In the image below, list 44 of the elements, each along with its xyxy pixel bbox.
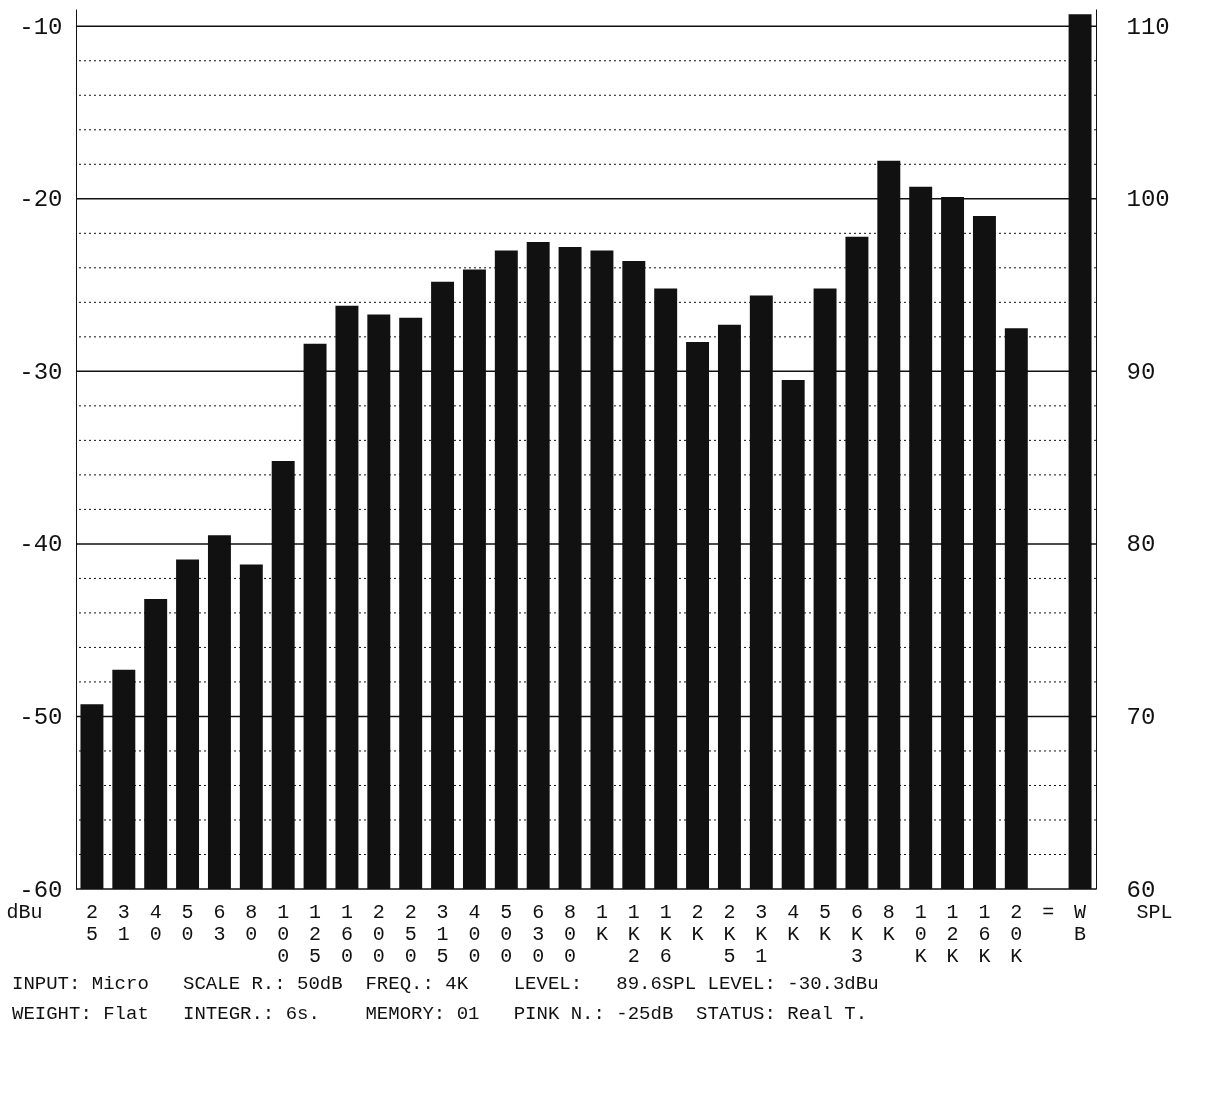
x-tick-label: 1K (595, 900, 608, 946)
y2-tick-label: 110 (1126, 13, 1170, 41)
x-tick-label: 630 (532, 900, 545, 968)
x-tick-label: 125 (309, 900, 322, 968)
x-tick-label: 400 (468, 900, 481, 968)
x-tick-label: 63 (213, 900, 226, 946)
x-tick-label: 80 (245, 900, 258, 946)
x-tick-label: = (1042, 900, 1055, 924)
y2-tick-label: 70 (1126, 703, 1156, 731)
x-tick-label: 4K (787, 900, 800, 946)
x-tick-label: 20K (1010, 900, 1023, 968)
x-tick-label: 200 (372, 900, 385, 968)
y-tick-label: -30 (19, 358, 63, 386)
x-tick-label: 250 (404, 900, 417, 968)
x-tick-label: 1K2 (627, 900, 640, 968)
x-tick-label: 10K (914, 900, 927, 968)
y2-tick-label: 80 (1126, 531, 1156, 559)
x-tick-label: 1K6 (659, 900, 672, 968)
x-tick-label: 500 (500, 900, 513, 968)
x-tick-label: 6K3 (850, 900, 863, 968)
x-tick-label: 31 (117, 900, 130, 946)
y-tick-label: -20 (19, 186, 63, 214)
x-tick-label: 100 (277, 900, 290, 968)
x-tick-label: 2K5 (723, 900, 736, 968)
x-tick-label: 2K (691, 900, 704, 946)
text: INPUT: Micro SCALE R.: 50dB FREQ.: 4K LEVEL: 89.6SPL LEVEL: -30.3dBu (12, 972, 880, 997)
x-tick-label: 12K (946, 900, 959, 968)
x-tick-label: 160 (340, 900, 353, 968)
x-tick-label: 25 (85, 900, 98, 946)
y2-tick-label: 100 (1126, 186, 1170, 214)
x-tick-label: 5K (819, 900, 832, 946)
x-tick-label: 50 (181, 900, 194, 946)
x-tick-label: WB (1074, 900, 1087, 946)
y-tick-label: -40 (19, 531, 63, 559)
x-tick-label: 40 (149, 900, 162, 946)
y2-tick-label: 90 (1126, 358, 1156, 386)
x-tick-label: 315 (436, 900, 449, 968)
x-tick-label: 3K1 (755, 900, 768, 968)
x-tick-label: 16K (978, 900, 991, 968)
x-tick-label: 800 (564, 900, 577, 968)
text: WEIGHT: Flat INTEGR.: 6s. MEMORY: 01 PINK N.: -25dB STATUS: Real T. (12, 1002, 869, 1027)
y-tick-label: -50 (19, 703, 63, 731)
x-tick-label: 8K (882, 900, 895, 946)
y-tick-label: -10 (19, 13, 63, 41)
